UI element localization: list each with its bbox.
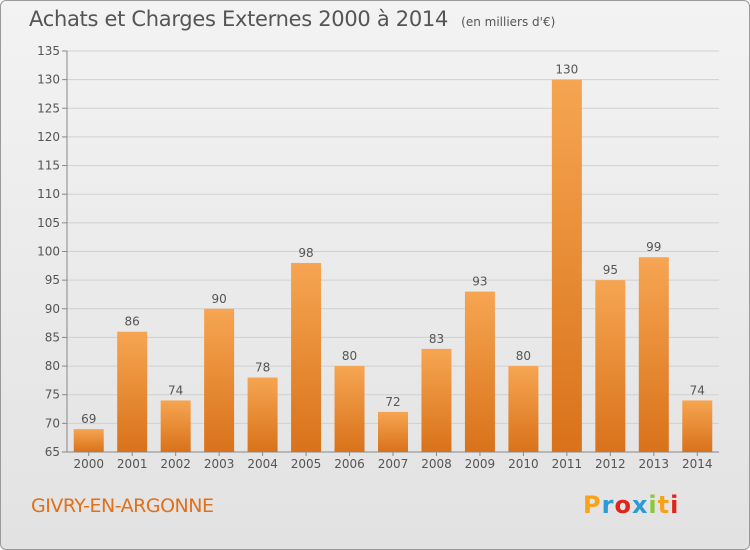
- y-tick-label: 70: [45, 416, 60, 430]
- bar-value-label: 99: [646, 240, 661, 254]
- y-tick-label: 125: [37, 101, 60, 115]
- y-tick-label: 80: [45, 359, 60, 373]
- y-tick-label: 65: [45, 445, 60, 459]
- x-tick-label: 2001: [117, 457, 148, 471]
- bar-value-label: 78: [255, 361, 270, 375]
- title-text: Achats et Charges Externes 2000 à 2014: [29, 7, 449, 31]
- logo-letter: o: [614, 491, 632, 519]
- bar: [508, 366, 539, 452]
- bar-value-label: 93: [472, 275, 487, 289]
- proxiti-logo: Proxiti: [583, 491, 679, 519]
- logo-letter: i: [670, 491, 680, 519]
- bar-value-label: 80: [342, 349, 357, 363]
- bar: [204, 308, 235, 452]
- bar-value-label: 98: [298, 246, 313, 260]
- bar: [378, 411, 408, 452]
- x-tick-label: 2010: [508, 457, 539, 471]
- y-tick-label: 115: [37, 159, 60, 173]
- bar: [334, 366, 365, 452]
- x-tick-label: 2006: [334, 457, 365, 471]
- bar: [638, 257, 669, 452]
- logo-letter: r: [601, 491, 615, 519]
- x-tick-label: 2009: [465, 457, 496, 471]
- bar-value-label: 95: [603, 263, 618, 277]
- logo-letter: P: [583, 491, 602, 519]
- y-tick-label: 135: [37, 44, 60, 58]
- x-tick-label: 2000: [73, 457, 104, 471]
- bar: [682, 400, 713, 452]
- chart-title: Achats et Charges Externes 2000 à 2014 (…: [29, 7, 555, 31]
- y-tick-label: 75: [45, 388, 60, 402]
- bar-value-label: 69: [81, 412, 96, 426]
- x-tick-label: 2002: [160, 457, 191, 471]
- bar: [421, 348, 452, 452]
- logo-letter: x: [631, 491, 649, 519]
- x-tick-label: 2013: [639, 457, 670, 471]
- x-tick-label: 2005: [291, 457, 322, 471]
- bar: [464, 291, 495, 452]
- logo-letter: t: [657, 491, 671, 519]
- bar-value-label: 74: [168, 383, 183, 397]
- bar: [247, 377, 278, 452]
- y-tick-label: 110: [37, 187, 60, 201]
- unit-text: (en milliers d'€): [461, 15, 556, 29]
- bar: [160, 400, 191, 452]
- y-tick-label: 120: [37, 130, 60, 144]
- x-tick-label: 2003: [204, 457, 235, 471]
- y-tick-label: 90: [45, 302, 60, 316]
- x-tick-label: 2008: [421, 457, 452, 471]
- bar-value-label: 130: [555, 63, 578, 77]
- bar-value-label: 86: [125, 315, 140, 329]
- bar: [291, 262, 322, 452]
- bar-value-label: 90: [211, 292, 226, 306]
- y-tick-label: 85: [45, 330, 60, 344]
- bar-value-label: 72: [385, 395, 400, 409]
- bar: [551, 79, 582, 453]
- x-tick-label: 2007: [378, 457, 409, 471]
- commune-name: GIVRY-EN-ARGONNE: [31, 495, 214, 517]
- y-tick-label: 130: [37, 73, 60, 87]
- bar-value-label: 83: [429, 332, 444, 346]
- bar-value-label: 74: [690, 383, 705, 397]
- x-tick-label: 2011: [552, 457, 583, 471]
- y-tick-label: 105: [37, 216, 60, 230]
- y-tick-label: 95: [45, 273, 60, 287]
- y-tick-label: 100: [37, 245, 60, 259]
- bar: [73, 429, 104, 452]
- bar: [117, 331, 148, 452]
- bar-value-label: 80: [516, 349, 531, 363]
- x-tick-label: 2004: [247, 457, 278, 471]
- x-tick-label: 2014: [682, 457, 713, 471]
- bar: [595, 280, 626, 452]
- x-tick-label: 2012: [595, 457, 626, 471]
- logo-letter: i: [648, 491, 658, 519]
